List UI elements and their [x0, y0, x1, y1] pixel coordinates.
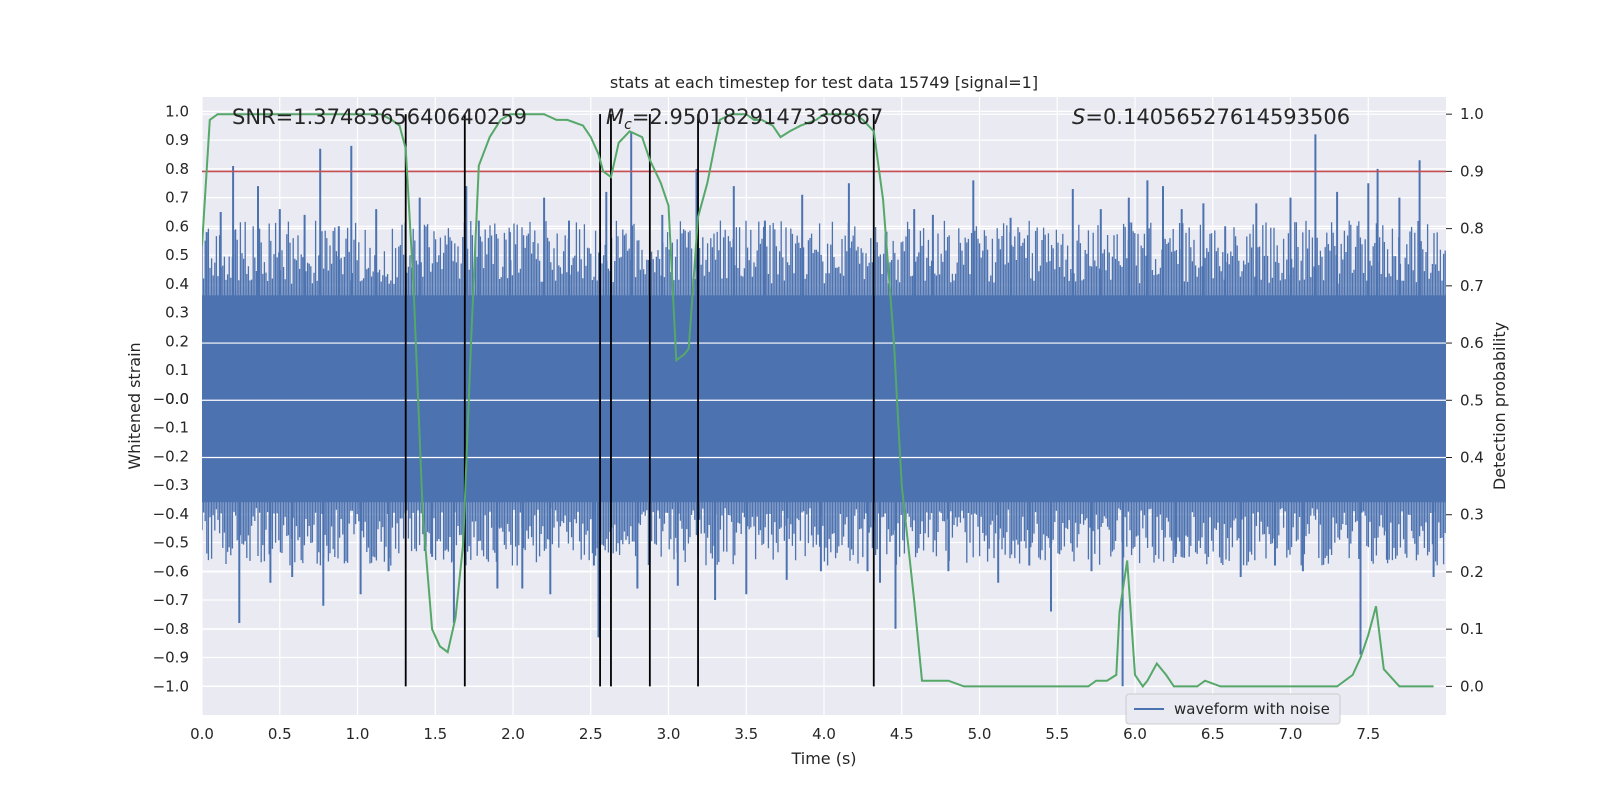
y-left-tick-label: 1.0	[165, 102, 189, 120]
overlay-lines	[202, 113, 1446, 689]
y-left-tick-label: 0.1	[165, 361, 189, 379]
y-right-axis-label: Detection probability	[1490, 322, 1509, 490]
y-left-tick-label: 0.6	[165, 217, 189, 235]
s-value: =0.14056527614593506	[1085, 105, 1350, 129]
y-left-tick-label: 0.3	[165, 304, 189, 322]
x-tick-label: 0.0	[190, 725, 214, 743]
y-right-tick-label: 0.8	[1460, 220, 1484, 238]
x-tick-label: 2.0	[501, 725, 525, 743]
x-tick-label: 3.5	[734, 725, 758, 743]
y-left-tick-labels: 1.0 0.9 0.8 0.7 0.6 0.5 0.4 0.3 0.2 0.1 0.0−0.0 −0.…	[153, 102, 189, 695]
y-left-tick-label: −0.9	[153, 649, 189, 667]
y-left-tick-label: 0.8	[165, 160, 189, 178]
y-left-tick-label: −0.6	[153, 562, 189, 580]
x-tick-label: 7.5	[1356, 725, 1380, 743]
y-right-tick-labels: 1.0 0.9 0.8 0.7 0.6 0.5 0.4 0.3 0.2 0.1 0.0	[1446, 105, 1484, 695]
x-tick-label: 6.0	[1123, 725, 1147, 743]
x-tick-label: 1.0	[346, 725, 370, 743]
y-left-tick-label: −0.4	[153, 505, 189, 523]
y-left-tick-label: 0.0	[165, 390, 189, 408]
y-right-tick-label: 1.0	[1460, 105, 1484, 123]
y-left-tick-label: −0.1	[153, 419, 189, 437]
legend-label: waveform with noise	[1174, 700, 1330, 718]
waveform-series	[202, 131, 1446, 687]
y-left-tick-label: −0.0	[153, 390, 189, 408]
chirp-mass-value: =2.9501829147338867	[632, 105, 883, 129]
x-tick-label: 6.5	[1201, 725, 1225, 743]
x-tick-label: 4.5	[890, 725, 914, 743]
chirp-mass-annotation: Mc=2.9501829147338867	[606, 105, 883, 133]
x-tick-labels: 0.0 0.5 1.0 1.5 2.0 2.5 3.0 3.5 4.0 4.5 5.0 5.5 6.0 6…	[190, 725, 1380, 743]
y-left-axis-label: Whitened strain	[125, 342, 144, 469]
y-left-tick-label: −0.7	[153, 591, 189, 609]
y-left-tick-label: 0.9	[165, 131, 189, 149]
y-right-tick-label: 0.5	[1460, 391, 1484, 409]
y-right-tick-label: 0.2	[1460, 563, 1484, 581]
legend-box	[1125, 693, 1341, 725]
x-tick-label: 3.0	[657, 725, 681, 743]
x-tick-label: 0.5	[268, 725, 292, 743]
y-left-tick-label: 0.7	[165, 189, 189, 207]
x-tick-label: 5.0	[968, 725, 992, 743]
chirp-mass-symbol: M	[606, 105, 624, 129]
y-right-tick-label: 0.0	[1460, 677, 1484, 695]
x-tick-label: 5.5	[1045, 725, 1069, 743]
chart-title: stats at each timestep for test data 157…	[610, 73, 1038, 92]
y-right-tick-label: 0.4	[1460, 449, 1484, 467]
y-right-tick-label: 0.7	[1460, 277, 1484, 295]
y-left-tick-label: −0.5	[153, 534, 189, 552]
y-left-tick-label: 0.2	[165, 332, 189, 350]
detection-probability-line	[202, 113, 1434, 689]
y-right-tick-label: 0.9	[1460, 162, 1484, 180]
y-left-tick-label: 0.4	[165, 275, 189, 293]
y-left-tick-label: −1.0	[153, 677, 189, 695]
y-left-tick-label: 0.5	[165, 246, 189, 264]
x-tick-label: 1.5	[423, 725, 447, 743]
y-left-tick-label: −0.8	[153, 620, 189, 638]
y-right-tick-label: 0.1	[1460, 620, 1484, 638]
x-tick-label: 7.0	[1279, 725, 1303, 743]
y-left-tick-label: −0.2	[153, 447, 189, 465]
snr-annotation: SNR=1.3748365640640259	[232, 105, 527, 129]
x-axis-label: Time (s)	[790, 749, 856, 768]
legend: waveform with noise	[1125, 693, 1341, 725]
s-annotation: S=0.14056527614593506	[1072, 105, 1350, 129]
y-right-tick-label: 0.6	[1460, 334, 1484, 352]
x-tick-label: 2.5	[579, 725, 603, 743]
s-symbol: S	[1072, 105, 1085, 129]
y-left-tick-label: −0.3	[153, 476, 189, 494]
chirp-mass-subscript: c	[624, 117, 632, 133]
waveform-peaks	[205, 131, 1435, 687]
x-tick-label: 4.0	[812, 725, 836, 743]
y-right-tick-label: 0.3	[1460, 506, 1484, 524]
